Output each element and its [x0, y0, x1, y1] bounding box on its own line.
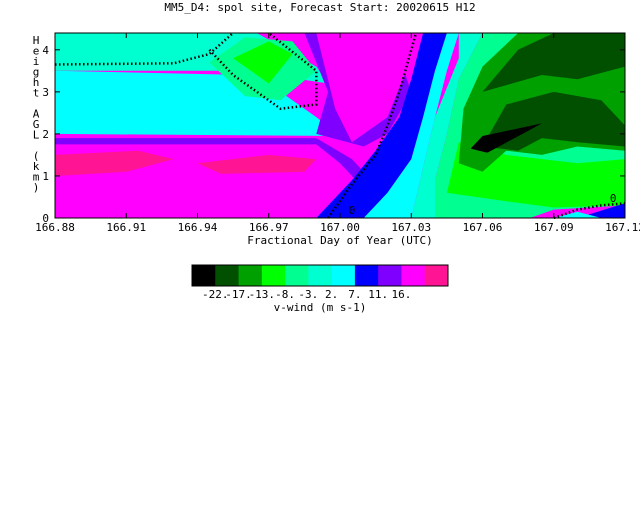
- y-axis-label-char-4: h: [33, 76, 40, 89]
- contour-region-7: [233, 41, 293, 84]
- contour-region-11: [363, 33, 459, 218]
- y-axis-label-char-8: G: [33, 118, 40, 131]
- colorbar-swatch-5: [308, 265, 333, 286]
- chart-title: MM5_D4: spol site, Forecast Start: 20020…: [164, 1, 476, 14]
- contour-region-10: [316, 33, 447, 218]
- contour-region-12: [411, 33, 483, 218]
- x-axis: 166.88 166.91 166.94 166.97 167.00 167.03 167.…: [35, 33, 640, 234]
- colorbar-swatch-1: [215, 265, 240, 286]
- x-tick-label-2: 166.94: [178, 221, 218, 234]
- y-tick-label-0: 0: [42, 212, 49, 225]
- x-axis-label: Fractional Day of Year (UTC): [247, 234, 432, 247]
- y-axis-label-char-12: k: [33, 160, 40, 173]
- colorbar-swatch-3: [261, 265, 286, 286]
- contour-region-3: [197, 154, 317, 174]
- x-tick-label-5: 167.03: [391, 221, 431, 234]
- y-axis-label-char-9: L: [33, 129, 40, 142]
- zero-contour-2: [327, 32, 418, 219]
- zero-contours: [54, 32, 626, 220]
- x-tick-label-3: 166.97: [249, 221, 289, 234]
- y-axis: 0 1 2 3 4: [42, 44, 625, 225]
- contour-region-18: [470, 123, 542, 153]
- x-tick-label-7: 167.09: [534, 221, 574, 234]
- colorbar-swatch-2: [238, 265, 263, 286]
- colorbar-tick-label-1: -17.: [225, 288, 252, 301]
- zero-contour-1: [208, 32, 318, 110]
- colorbar-frame: [191, 264, 449, 287]
- y-tick-label-4: 4: [42, 44, 49, 57]
- colorbar-swatch-4: [285, 265, 309, 286]
- x-tick-label-6: 167.06: [463, 221, 503, 234]
- y-axis-label-char-11: (: [33, 150, 40, 163]
- colorbar-tick-label-5: 2.: [325, 288, 338, 301]
- y-axis-label-char-2: i: [33, 55, 40, 68]
- x-tick-label-0: 166.88: [35, 221, 75, 234]
- colorbar-tick-label-7: 11.: [368, 288, 388, 301]
- colorbar-tick-label-6: 7.: [348, 288, 361, 301]
- colorbar-tick-label-4: -3.: [298, 288, 318, 301]
- colorbar-tick-label-0: -22.: [202, 288, 229, 301]
- x-tick-label-8: 167.12: [605, 221, 640, 234]
- y-axis-label-char-13: m: [33, 171, 40, 184]
- colorbar-tick-label-2: -13.: [249, 288, 276, 301]
- colorbar-swatch-8: [378, 265, 402, 286]
- colorbar-swatch-9: [401, 265, 426, 286]
- plot-regions: [55, 33, 625, 218]
- y-axis-label-char-7: A: [33, 108, 40, 121]
- x-tick-label-1: 166.91: [106, 221, 146, 234]
- colorbar-swatch-7: [354, 265, 379, 286]
- colorbar-swatch-10: [424, 265, 449, 286]
- y-axis-label-char-1: e: [33, 45, 40, 58]
- zero-contour-0: [54, 32, 234, 66]
- colorbar: -22.-17.-13. -8. -3. 2. 7. 11. 16.: [191, 264, 449, 301]
- contour-label-1: 0: [610, 192, 617, 205]
- colorbar-tick-label-8: 16.: [392, 288, 412, 301]
- y-tick-label-2: 2: [42, 128, 49, 141]
- y-axis-label-char-3: g: [33, 66, 40, 79]
- x-tick-label-4: 167.00: [320, 221, 360, 234]
- y-axis-label-char-5: t: [33, 87, 40, 100]
- colorbar-swatch-0: [192, 265, 216, 286]
- contour-region-20: [553, 211, 602, 218]
- contour-region-17: [482, 33, 625, 92]
- colorbar-swatch-6: [331, 265, 356, 286]
- contour-labels: 00: [349, 192, 617, 217]
- colorbar-tick-label-3: -8.: [275, 288, 295, 301]
- zero-contour-3: [553, 202, 626, 220]
- contour-region-2: [55, 150, 174, 176]
- y-tick-label-1: 1: [42, 170, 49, 183]
- y-tick-label-3: 3: [42, 86, 49, 99]
- y-axis-label-char-14: ): [33, 181, 40, 194]
- y-axis-label-char-0: H: [33, 34, 40, 47]
- contour-label-0: 0: [349, 204, 356, 217]
- contour-region-9: [316, 33, 412, 143]
- contour-region-19: [577, 203, 625, 218]
- colorbar-label: v-wind (m s-1): [274, 301, 367, 314]
